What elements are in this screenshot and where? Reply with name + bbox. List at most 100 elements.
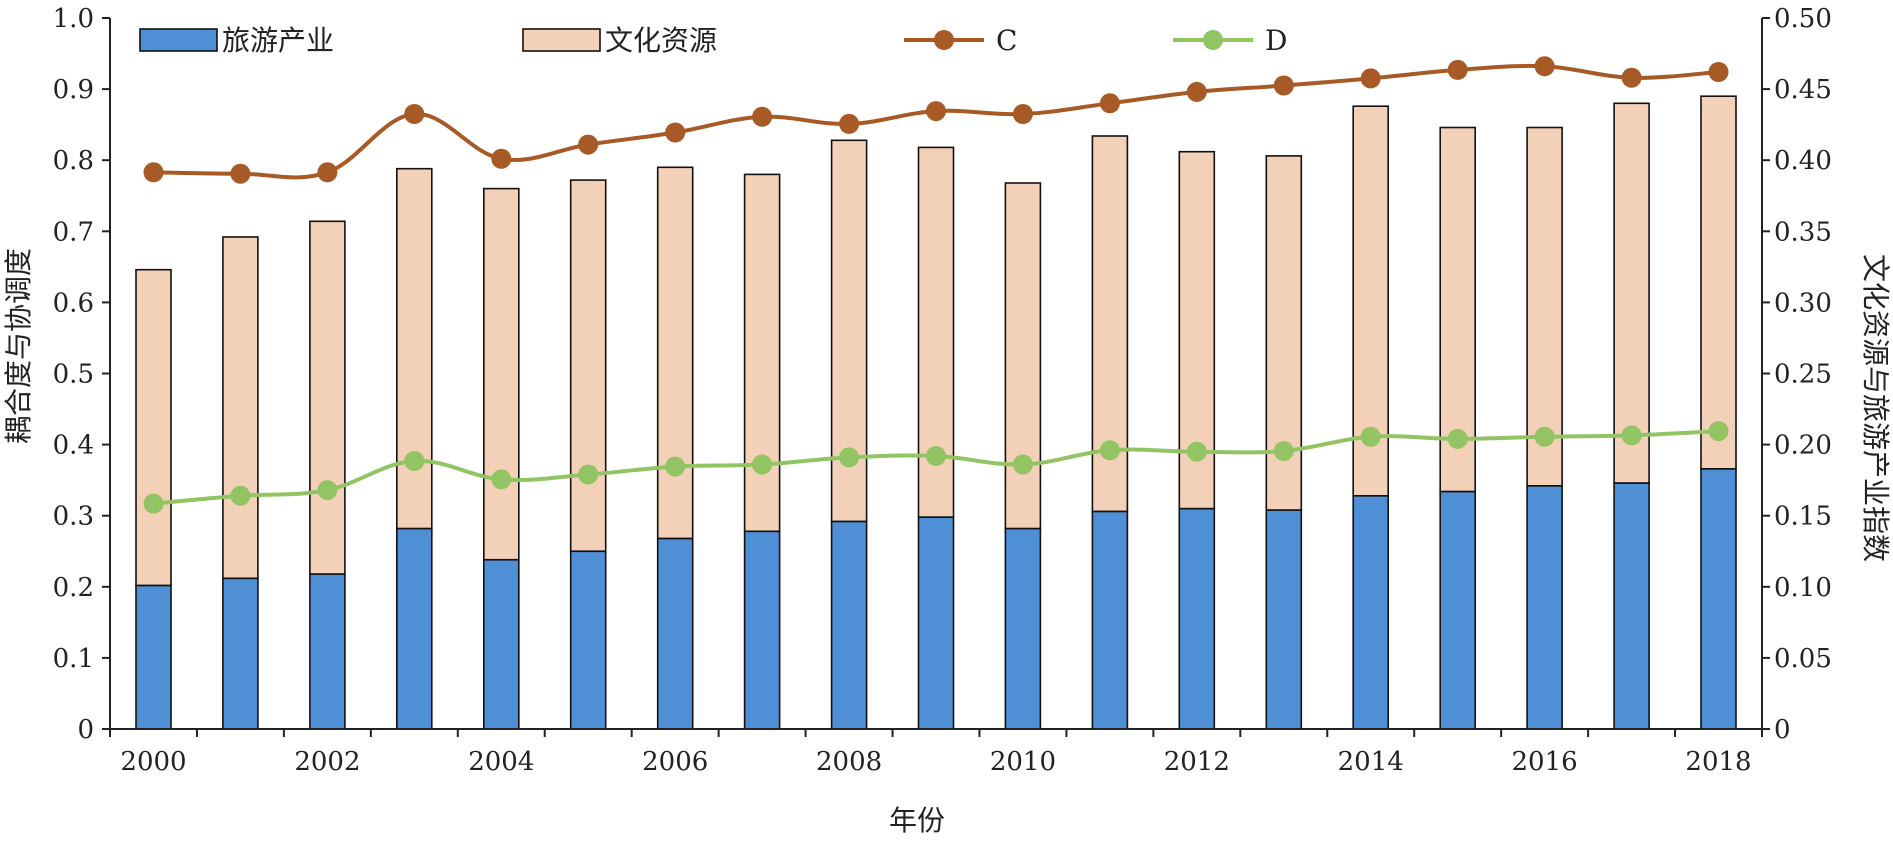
bar-tourism-2016 [1526, 484, 1563, 730]
point-C-2006 [665, 122, 686, 143]
bar-tourism-2007 [743, 530, 781, 730]
y-tick-label-left: 0.8 [53, 146, 94, 176]
point-D-2014 [1360, 426, 1381, 447]
bar-culture-2005 [569, 179, 607, 553]
y-tick-label-left: 0.5 [53, 360, 94, 390]
bar-tourism-2011 [1091, 510, 1129, 730]
bar-tourism-2000 [135, 584, 172, 730]
y-tick-label-left: 0.2 [53, 573, 94, 603]
point-D-2010 [1012, 454, 1033, 475]
bar-tourism-2018 [1700, 467, 1737, 730]
y-tick-label-right: 0.15 [1774, 502, 1832, 532]
point-D-2002 [317, 480, 338, 501]
y-tick-label-right: 0.40 [1774, 146, 1832, 176]
legend-label-C: C [996, 24, 1017, 57]
point-C-2011 [1099, 93, 1120, 114]
point-C-2008 [839, 113, 860, 134]
bar-culture-2001 [222, 236, 259, 580]
y-tick-label-right: 0.10 [1774, 573, 1832, 603]
bar-tourism-2013 [1265, 509, 1303, 730]
point-D-2009 [926, 446, 946, 466]
y-tick-label-right: 0.30 [1774, 288, 1832, 318]
bar-tourism-2008 [830, 520, 868, 730]
y-tick-label-left: 0 [77, 715, 94, 745]
point-D-2000 [143, 493, 164, 514]
x-tick-label: 2002 [294, 747, 360, 777]
y-tick-label-right: 0.25 [1774, 360, 1832, 390]
point-C-2004 [491, 148, 512, 169]
point-D-2012 [1186, 441, 1207, 462]
bars-group [135, 95, 1737, 730]
legend-swatch-tourism [139, 28, 218, 52]
bar-culture-2017 [1613, 102, 1650, 484]
legend-label-culture: 文化资源 [605, 24, 717, 57]
bar-culture-2016 [1526, 126, 1563, 487]
bar-tourism-2002 [309, 573, 346, 730]
bar-culture-2010 [1004, 182, 1042, 530]
bar-culture-2018 [1700, 95, 1737, 470]
bar-culture-2007 [743, 173, 781, 533]
y-axis-title-right: 文化资源与旅游产业指数 [1859, 254, 1892, 562]
bar-culture-2003 [395, 167, 433, 530]
bar-tourism-2005 [569, 550, 607, 730]
point-C-2005 [578, 134, 599, 155]
point-C-2013 [1273, 75, 1294, 96]
y-tick-label-right: 0 [1774, 715, 1791, 745]
point-C-2003 [404, 104, 425, 124]
x-axis-title: 年份 [889, 804, 945, 837]
x-tick-label: 2000 [120, 747, 186, 777]
point-C-2010 [1012, 104, 1033, 124]
legend-label-D: D [1265, 24, 1287, 57]
bar-tourism-2003 [395, 527, 433, 730]
y-tick-label-left: 0.6 [53, 288, 94, 318]
x-tick-label: 2006 [642, 747, 708, 777]
y-tick-label-left: 0.3 [53, 502, 94, 532]
point-D-2004 [491, 469, 512, 490]
y-tick-label-left: 0.4 [53, 431, 94, 461]
y-axis-title-left: 耦合度与协调度 [2, 248, 35, 444]
bar-tourism-2004 [482, 558, 520, 730]
point-D-2006 [665, 456, 686, 477]
y-tick-label-left: 1.0 [53, 4, 94, 34]
legend-marker-D [1203, 30, 1223, 50]
y-tick-label-left: 0.1 [53, 644, 94, 674]
point-D-2017 [1621, 425, 1642, 446]
point-D-2013 [1273, 441, 1294, 461]
point-D-2018 [1708, 421, 1729, 442]
bar-culture-2006 [656, 166, 694, 540]
y-tick-label-left: 0.9 [53, 75, 94, 105]
point-C-2016 [1534, 56, 1555, 77]
point-C-2007 [752, 106, 773, 127]
point-C-2018 [1708, 62, 1729, 82]
lines-group [143, 56, 1729, 514]
x-tick-label: 2016 [1512, 747, 1578, 777]
x-tick-label: 2010 [990, 747, 1056, 777]
point-D-2003 [404, 451, 425, 471]
point-C-2001 [230, 163, 251, 184]
y-tick-label-left: 0.7 [53, 217, 94, 247]
legend-label-tourism: 旅游产业 [222, 24, 334, 57]
x-tick-label: 2014 [1338, 747, 1404, 777]
point-D-2011 [1099, 440, 1120, 461]
bar-tourism-2017 [1613, 482, 1650, 730]
bar-tourism-2010 [1004, 527, 1042, 730]
y-tick-label-right: 0.45 [1774, 75, 1832, 105]
point-D-2001 [230, 485, 251, 506]
point-D-2008 [839, 447, 860, 468]
y-tick-label-right: 0.35 [1774, 217, 1832, 247]
x-tick-label: 2012 [1164, 747, 1230, 777]
x-tick-label: 2004 [468, 747, 534, 777]
bar-tourism-2001 [222, 577, 259, 730]
x-tick-label: 2018 [1685, 747, 1751, 777]
y-tick-label-right: 0.50 [1774, 4, 1832, 34]
legend-marker-C [934, 30, 954, 50]
point-C-2002 [317, 162, 338, 183]
legend-swatch-culture [522, 28, 601, 52]
point-D-2016 [1534, 426, 1555, 447]
bar-culture-2002 [309, 220, 346, 575]
x-tick-label: 2008 [816, 747, 882, 777]
axes-group: 0 0.1 0.2 0.3 0.4 0.5 0.6 0.7 0.8 0.9 1.0 0 0.05 0.10… [53, 4, 1832, 777]
legend: 旅游产业 文化资源 C D [139, 24, 1287, 57]
point-D-2007 [752, 454, 773, 475]
